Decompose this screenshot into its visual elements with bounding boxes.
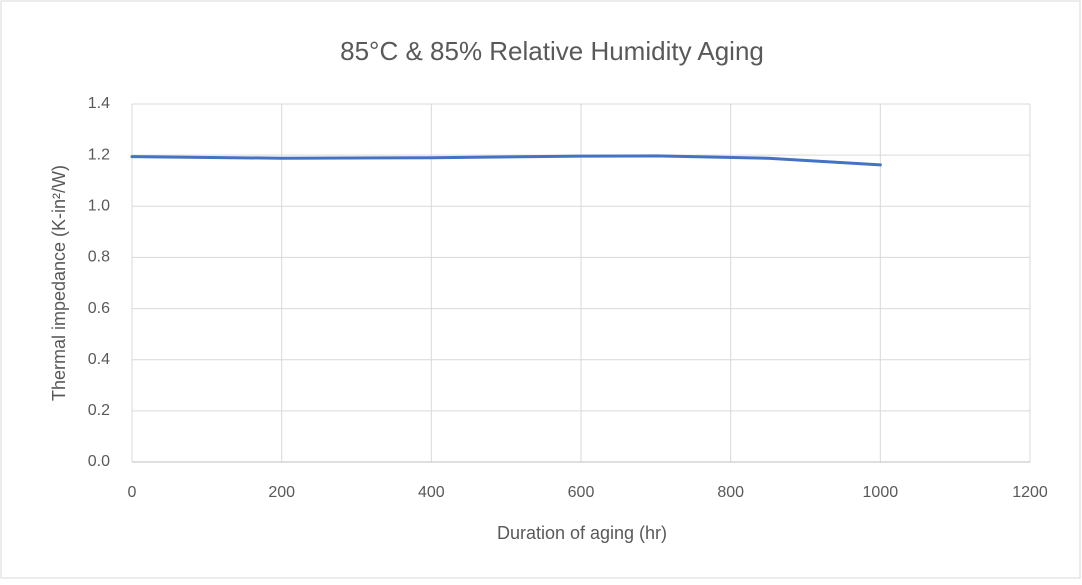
y-tick-label: 0.2	[88, 402, 110, 419]
x-tick-label: 600	[568, 484, 595, 501]
y-tick-label: 1.4	[88, 95, 110, 112]
y-tick-label: 0.0	[88, 453, 110, 470]
y-tick-label: 1.0	[88, 198, 110, 215]
y-tick-label: 0.4	[88, 351, 110, 368]
x-axis-label: Duration of aging (hr)	[497, 523, 667, 543]
x-tick-label: 200	[268, 484, 295, 501]
x-tick-label: 0	[128, 484, 137, 501]
chart-title: 85°C & 85% Relative Humidity Aging	[340, 36, 764, 66]
y-tick-label: 1.2	[88, 146, 110, 163]
y-tick-label: 0.6	[88, 300, 110, 317]
x-tick-label: 1000	[863, 484, 899, 501]
x-tick-label: 1200	[1012, 484, 1048, 501]
data-line	[130, 154, 882, 167]
y-axis-label: Thermal impedance (K-in²/W)	[49, 165, 69, 401]
x-tick-label: 800	[717, 484, 744, 501]
y-tick-label: 0.8	[88, 249, 110, 266]
x-tick-label: 400	[418, 484, 445, 501]
